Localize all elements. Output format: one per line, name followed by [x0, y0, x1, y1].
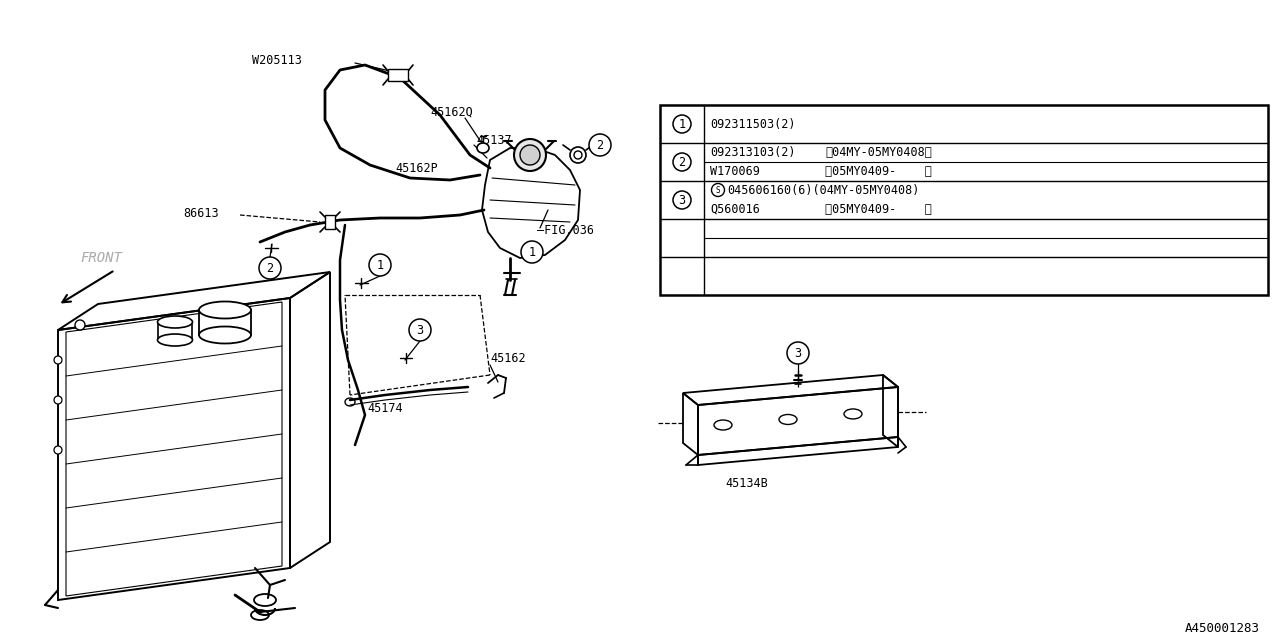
Bar [660, 105, 1268, 295]
Circle shape [570, 147, 586, 163]
Circle shape [673, 153, 691, 171]
Text: 092311503(2): 092311503(2) [710, 118, 795, 131]
Ellipse shape [477, 143, 489, 153]
Text: 3: 3 [416, 323, 424, 337]
Text: W205113: W205113 [252, 54, 302, 67]
Text: 45162: 45162 [490, 351, 526, 365]
Text: 045606160(6)(04MY-05MY0408): 045606160(6)(04MY-05MY0408) [727, 184, 919, 196]
Circle shape [410, 319, 431, 341]
Text: 1: 1 [376, 259, 384, 271]
Ellipse shape [844, 409, 861, 419]
Text: 〄05MY0409-    々: 〄05MY0409- 々 [826, 164, 932, 177]
Text: 〄04MY-05MY0408々: 〄04MY-05MY0408々 [826, 145, 932, 159]
Bar [388, 69, 408, 81]
Text: 2: 2 [678, 156, 686, 168]
Text: 2: 2 [596, 138, 604, 152]
Circle shape [673, 191, 691, 209]
Ellipse shape [198, 326, 251, 344]
Text: 45162Q: 45162Q [430, 106, 472, 118]
Circle shape [515, 139, 547, 171]
Text: 3: 3 [678, 193, 686, 207]
Text: 〄05MY0409-    々: 〄05MY0409- 々 [826, 202, 932, 216]
Text: —FIG.036: —FIG.036 [538, 223, 594, 237]
Text: FRONT: FRONT [81, 251, 122, 265]
Text: 86613: 86613 [183, 207, 219, 220]
Circle shape [54, 396, 61, 404]
Circle shape [369, 254, 390, 276]
Text: 45137: 45137 [476, 134, 512, 147]
Ellipse shape [157, 316, 192, 328]
Text: S: S [716, 186, 721, 195]
Ellipse shape [714, 420, 732, 430]
Text: 45134B: 45134B [724, 477, 768, 490]
Circle shape [673, 115, 691, 133]
Text: 1: 1 [529, 246, 535, 259]
Text: Q560016: Q560016 [710, 202, 760, 216]
Circle shape [54, 356, 61, 364]
Text: A450001283: A450001283 [1185, 621, 1260, 634]
Bar [325, 215, 335, 229]
Text: 45162P: 45162P [396, 161, 438, 175]
Text: 2: 2 [266, 262, 274, 275]
Text: 3: 3 [795, 346, 801, 360]
Ellipse shape [198, 301, 251, 319]
Circle shape [787, 342, 809, 364]
Circle shape [712, 184, 724, 196]
Ellipse shape [780, 415, 797, 424]
Circle shape [76, 320, 84, 330]
Text: 1: 1 [678, 118, 686, 131]
Ellipse shape [157, 334, 192, 346]
Text: W170069: W170069 [710, 164, 760, 177]
Circle shape [521, 241, 543, 263]
Circle shape [520, 145, 540, 165]
Text: 092313103(2): 092313103(2) [710, 145, 795, 159]
Circle shape [259, 257, 282, 279]
Circle shape [589, 134, 611, 156]
Text: 45174: 45174 [367, 401, 403, 415]
Circle shape [54, 446, 61, 454]
